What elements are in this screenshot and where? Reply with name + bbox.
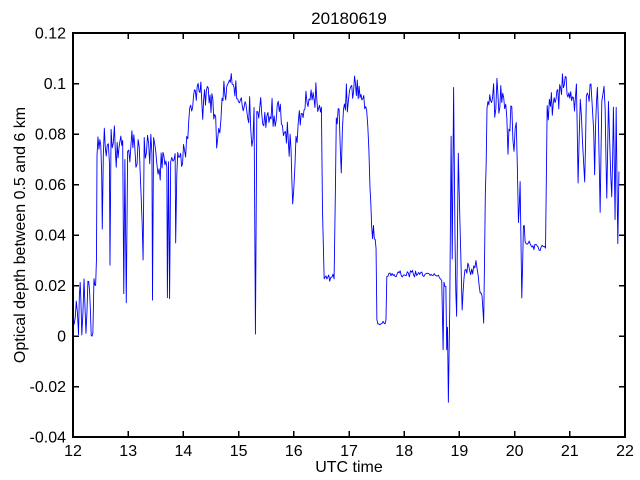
- x-tick-label: 18: [395, 443, 413, 460]
- x-tick-label: 20: [506, 443, 524, 460]
- y-tick-label: 0.02: [35, 278, 66, 295]
- x-tick-label: 12: [64, 443, 82, 460]
- x-tick-label: 21: [561, 443, 579, 460]
- x-axis-label: UTC time: [315, 459, 383, 476]
- x-tick-label: 19: [451, 443, 469, 460]
- plot-area: [73, 33, 625, 437]
- x-tick-label: 13: [119, 443, 137, 460]
- y-tick-label: -0.02: [30, 379, 67, 396]
- y-tick-label: 0.1: [44, 76, 66, 93]
- x-tick-label: 14: [175, 443, 193, 460]
- x-tick-label: 15: [230, 443, 248, 460]
- x-tick-label: 22: [616, 443, 634, 460]
- y-tick-label: 0.04: [35, 228, 66, 245]
- y-tick-label: -0.04: [30, 430, 67, 447]
- y-tick-label: 0.06: [35, 177, 66, 194]
- chart-title: 20180619: [311, 9, 387, 28]
- y-tick-label: 0.08: [35, 127, 66, 144]
- y-tick-label: 0: [57, 329, 66, 346]
- y-tick-label: 0.12: [35, 26, 66, 43]
- x-tick-label: 17: [340, 443, 358, 460]
- y-axis-label: Optical depth between 0.5 and 6 km: [12, 107, 29, 363]
- axes-box: [72, 32, 626, 438]
- data-line: [72, 73, 620, 403]
- tick-labels: 12 13 14 15 16 17 18 19 20 21 22 -0.04 -0.02 0 0.02 0.0…: [30, 26, 634, 461]
- x-tick-label: 16: [285, 443, 303, 460]
